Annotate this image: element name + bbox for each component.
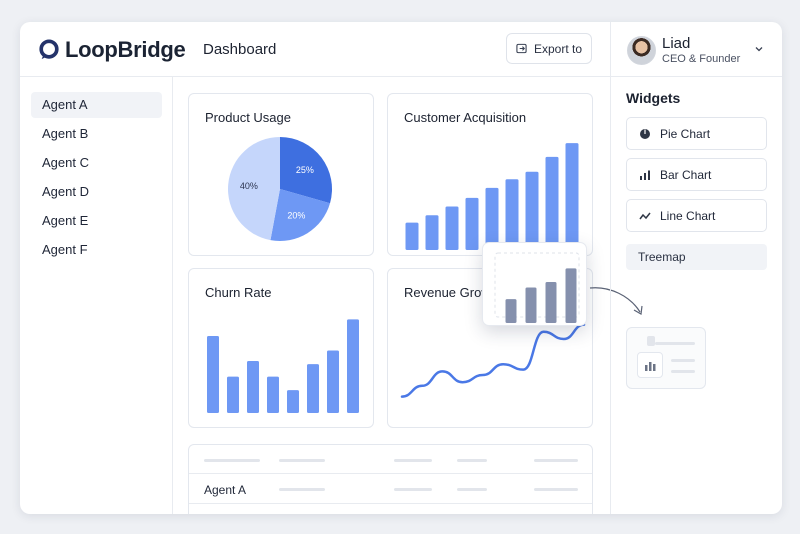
churn-bar: [207, 335, 219, 413]
user-role: CEO & Founder: [662, 53, 741, 65]
widgets-title: Widgets: [626, 90, 681, 106]
churn-bar: [227, 376, 239, 413]
pie-label: 20%: [287, 211, 305, 221]
acquisition-bar: [505, 179, 519, 250]
dragged-chart-frame: [494, 252, 580, 318]
product-usage-pie: 25% 20% 40%: [227, 137, 332, 241]
loopbridge-logo-icon: [39, 39, 59, 60]
product-usage-title: Product Usage: [205, 110, 291, 125]
drop-card-line: [671, 359, 695, 362]
acquisition-bar: [405, 222, 419, 250]
table-cell-placeholder: [534, 488, 578, 491]
acquisition-bar: [545, 156, 559, 250]
table-header-placeholder: [534, 459, 578, 462]
avatar: [627, 36, 656, 65]
churn-rate-card[interactable]: Churn Rate: [188, 268, 374, 428]
chevron-down-icon[interactable]: [754, 44, 764, 54]
table-divider: [189, 503, 592, 504]
customer-acquisition-card[interactable]: Customer Acquisition: [387, 93, 593, 256]
table-cell-placeholder: [279, 488, 325, 491]
pie-label: 25%: [296, 165, 314, 175]
pie-chart-icon: [640, 128, 650, 139]
revenue-line: [400, 323, 586, 398]
user-name: Liad: [662, 35, 691, 52]
product-usage-card[interactable]: Product Usage 25% 20% 40%: [188, 93, 374, 256]
sidebar-item-agent-f[interactable]: Agent F: [42, 242, 88, 257]
drop-card-line: [655, 342, 695, 345]
sidebar-item-agent-a[interactable]: Agent A: [31, 92, 162, 118]
widget-pie-chart[interactable]: Pie Chart: [626, 117, 767, 150]
acquisition-bar: [425, 215, 439, 250]
dragged-chart-bars: [505, 268, 577, 323]
widget-line-chart[interactable]: Line Chart: [626, 199, 767, 232]
app-name: LoopBridge: [65, 37, 186, 62]
drop-target-card[interactable]: [626, 327, 706, 389]
user-menu[interactable]: Liad CEO & Founder: [611, 22, 782, 77]
churn-rate-bars: [207, 319, 359, 413]
table-header-placeholder: [457, 459, 487, 462]
dragged-chart-bar: [545, 282, 557, 323]
churn-bar: [327, 350, 339, 413]
churn-bar: [287, 390, 299, 413]
drop-card-thumb: [637, 352, 663, 378]
drop-card-line: [671, 370, 695, 373]
revenue-growth-line: [400, 323, 586, 398]
pie-slice: [280, 137, 332, 204]
acquisition-bar: [485, 187, 499, 250]
sidebar-item-agent-c[interactable]: Agent C: [42, 155, 89, 170]
pie-slice: [227, 137, 280, 241]
acquisition-bar: [565, 143, 579, 250]
acquisition-bar: [525, 171, 539, 250]
export-button[interactable]: Export to: [506, 33, 592, 64]
table-divider: [189, 473, 592, 474]
sidebar-item-agent-b[interactable]: Agent B: [42, 126, 89, 141]
table-cell-placeholder: [394, 488, 432, 491]
export-label: Export to: [533, 41, 583, 56]
sidebar-item-agent-d[interactable]: Agent D: [42, 184, 89, 199]
sidebar-item-agent-e[interactable]: Agent E: [42, 213, 89, 228]
customer-acquisition-title: Customer Acquisition: [404, 110, 527, 125]
table-row-label[interactable]: Agent A: [204, 483, 247, 497]
drop-card-tab: [647, 336, 655, 346]
dragged-chart-bar: [525, 287, 537, 323]
churn-bar: [247, 360, 259, 413]
drag-arrow-icon: [589, 287, 643, 315]
bar-chart-icon: [645, 362, 656, 371]
logo[interactable]: LoopBridge: [38, 37, 186, 63]
revenue-growth-title: Revenue Grow: [404, 285, 491, 300]
churn-rate-title: Churn Rate: [205, 285, 272, 300]
app-window: LoopBridge Dashboard Export to Agent A A…: [20, 22, 782, 514]
export-icon: [516, 43, 527, 54]
churn-bar: [347, 319, 359, 413]
widget-treemap[interactable]: Treemap: [626, 244, 767, 270]
top-bar: LoopBridge Dashboard Export to: [20, 22, 610, 77]
table-header-placeholder: [394, 459, 432, 462]
table-header-placeholder: [204, 459, 260, 462]
customer-acquisition-bars: [405, 143, 579, 250]
table-header-placeholder: [279, 459, 325, 462]
dragged-chart-bar: [505, 299, 517, 323]
pie-slice: [270, 189, 331, 241]
acquisition-bar: [445, 206, 459, 250]
page-title: Dashboard: [203, 41, 277, 58]
dragged-bar-chart-widget[interactable]: [482, 242, 587, 326]
agents-table: Agent A: [188, 444, 593, 514]
widget-bar-chart[interactable]: Bar Chart: [626, 158, 767, 191]
table-cell-placeholder: [457, 488, 487, 491]
widget-line-chart-label: Line Chart: [660, 208, 716, 223]
pie-label: 40%: [240, 181, 258, 191]
sidebar: Agent A Agent B Agent C Agent D Agent E …: [20, 77, 173, 514]
widget-bar-chart-label: Bar Chart: [660, 167, 712, 182]
dragged-chart-bar: [565, 268, 577, 323]
widget-pie-chart-label: Pie Chart: [660, 126, 711, 141]
churn-bar: [307, 364, 319, 413]
bar-chart-icon: [640, 170, 650, 180]
acquisition-bar: [465, 197, 479, 250]
line-chart-icon: [639, 212, 651, 219]
right-panel: Liad CEO & Founder Widgets Pie Chart Bar…: [610, 22, 782, 514]
churn-bar: [267, 376, 279, 413]
